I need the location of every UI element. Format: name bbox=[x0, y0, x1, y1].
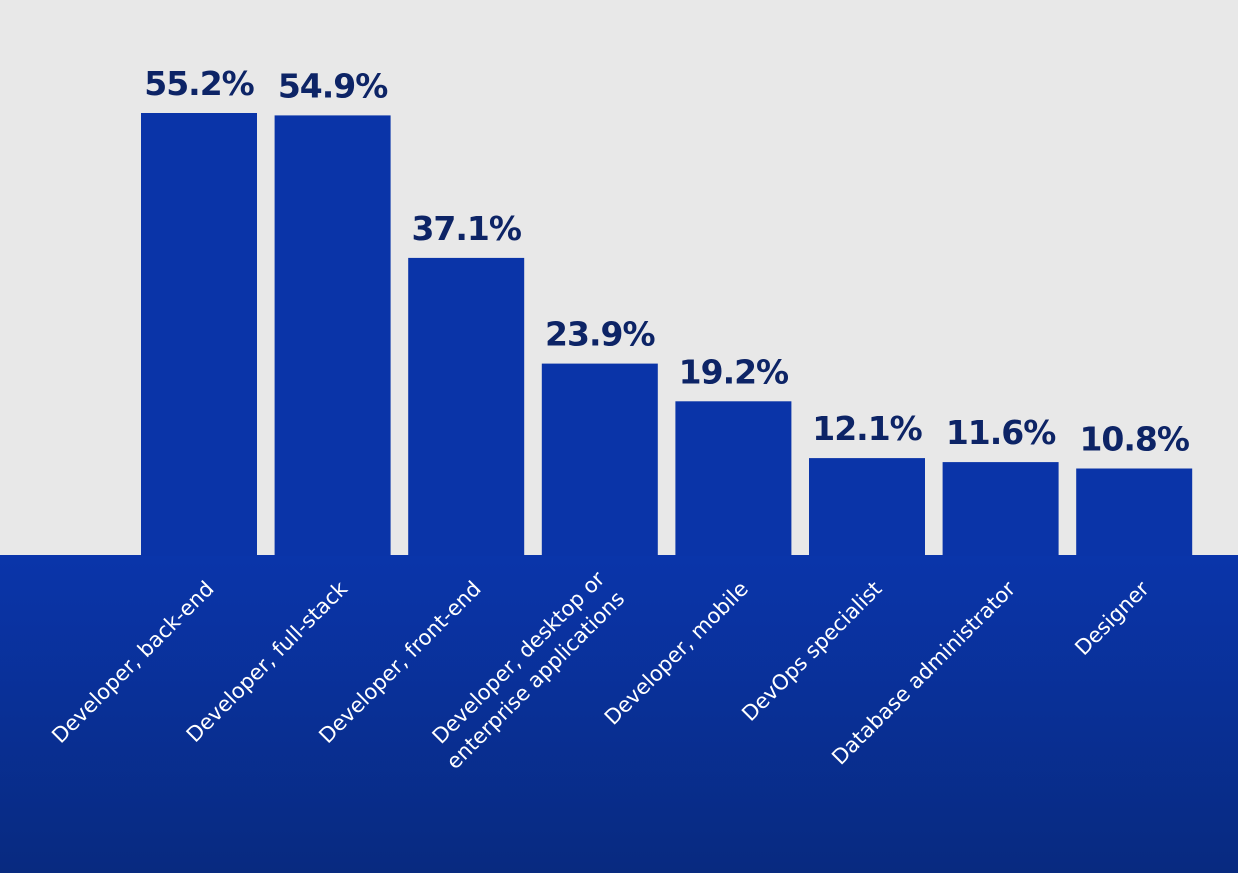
bar bbox=[675, 401, 792, 556]
bar bbox=[1076, 468, 1193, 556]
value-label: 37.1% bbox=[411, 209, 521, 248]
bar bbox=[809, 458, 925, 556]
axis-band bbox=[0, 555, 1238, 873]
value-label: 55.2% bbox=[144, 64, 254, 103]
bar bbox=[408, 257, 525, 556]
value-label: 54.9% bbox=[278, 66, 388, 105]
value-labels-layer: 55.2% 54.9% 37.1% 23.9% 19.2% 12.1% 11.6% 10.8% bbox=[144, 64, 1191, 459]
value-label: 19.2% bbox=[679, 352, 789, 391]
bar bbox=[541, 363, 658, 556]
bar bbox=[141, 113, 257, 556]
value-label: 10.8% bbox=[1079, 420, 1189, 459]
bar bbox=[942, 462, 1059, 556]
value-label: 12.1% bbox=[812, 409, 922, 448]
bar bbox=[274, 115, 391, 557]
value-label: 11.6% bbox=[946, 413, 1056, 452]
value-label: 23.9% bbox=[545, 315, 655, 354]
bars-layer bbox=[141, 113, 1193, 557]
